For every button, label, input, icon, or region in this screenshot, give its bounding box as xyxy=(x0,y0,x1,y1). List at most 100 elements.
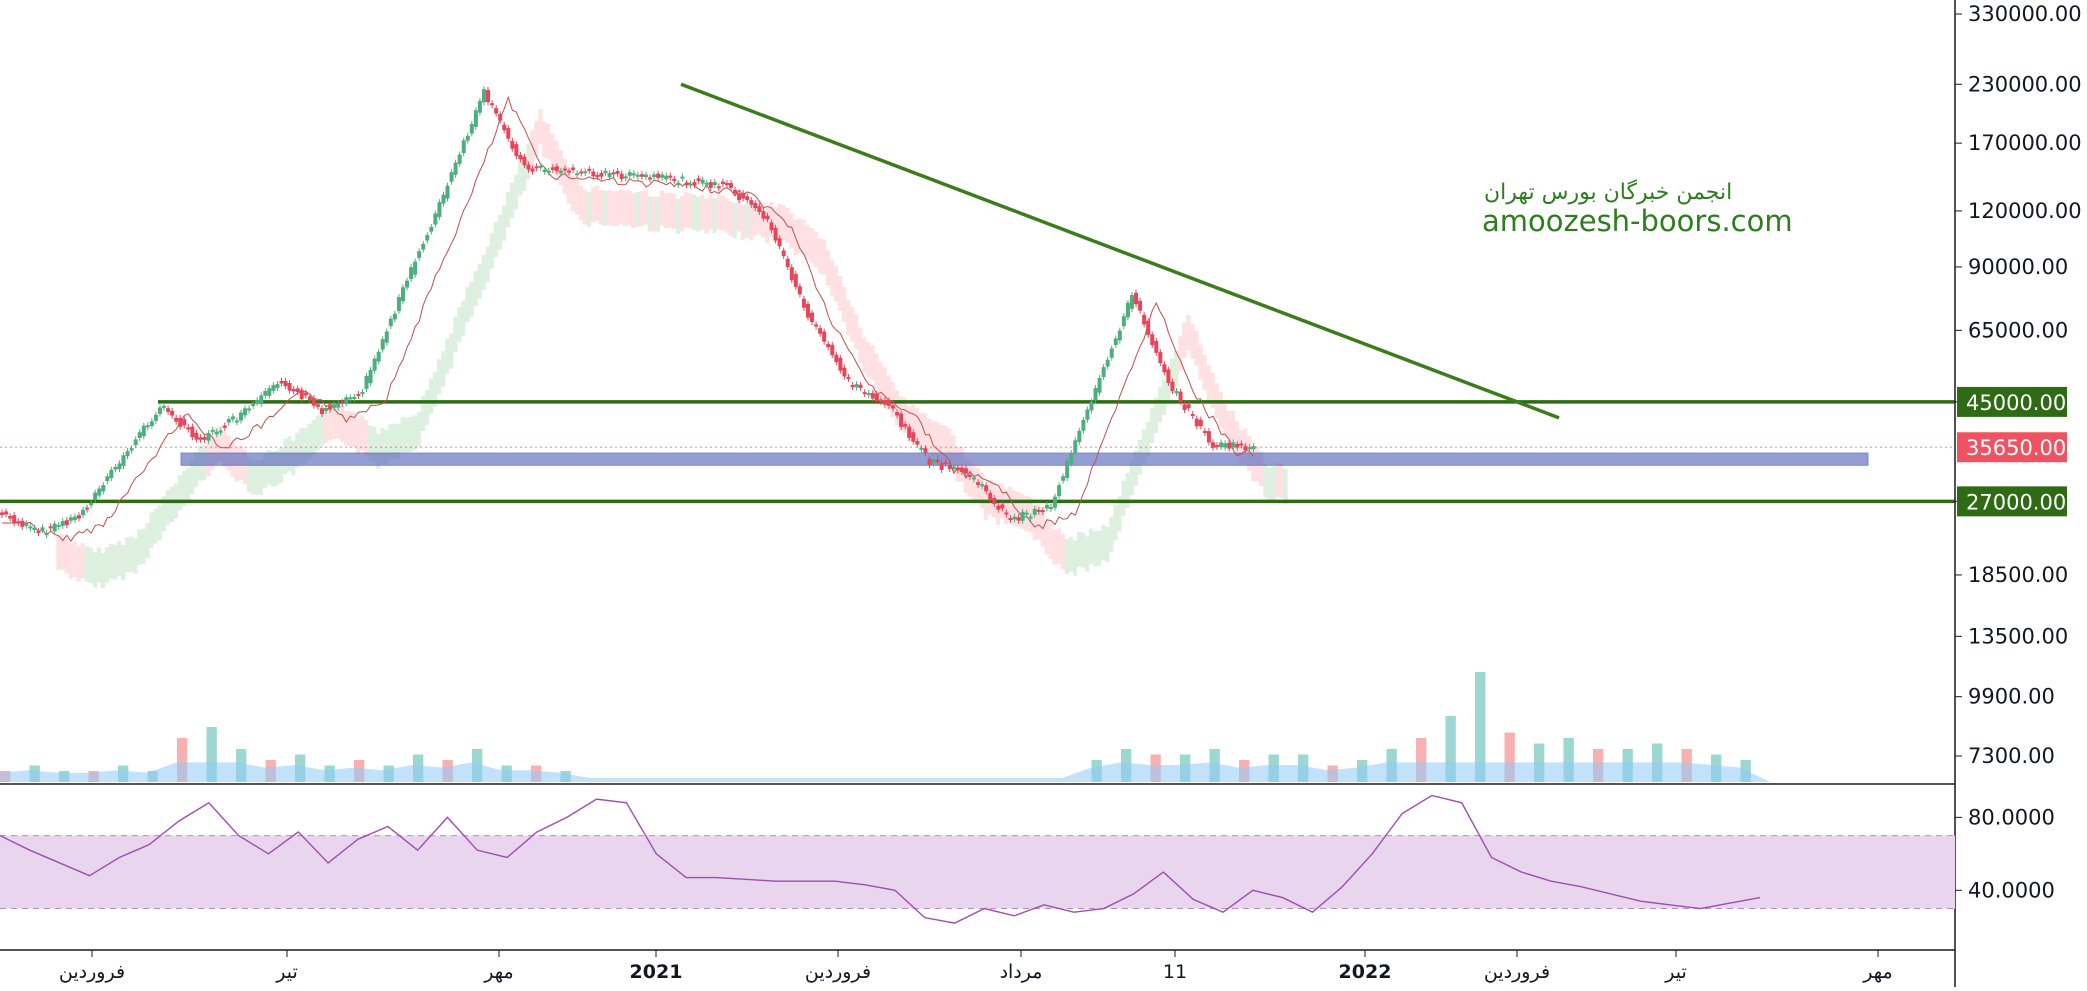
cloud-segment xyxy=(599,189,604,225)
cloud-segment xyxy=(659,190,664,226)
candle-body xyxy=(105,476,110,481)
cloud-segment xyxy=(149,512,154,548)
cloud-segment xyxy=(1064,539,1069,575)
cloud-segment xyxy=(1101,524,1106,560)
cloud-segment xyxy=(825,250,831,286)
candle-body xyxy=(1004,512,1009,515)
candle-body xyxy=(935,459,940,463)
cloud-segment xyxy=(724,197,729,233)
rsi-axis[interactable]: 80.0000 40.0000 xyxy=(1955,805,2055,902)
candle-body xyxy=(36,531,41,534)
candle-body xyxy=(384,331,389,343)
candle-body xyxy=(866,393,871,396)
candle-body xyxy=(182,419,187,426)
time-axis[interactable]: فروردین تیر مهر 2021 فروردین مرداد 11 2022 فرورد… xyxy=(59,950,1893,983)
candle-body xyxy=(214,431,219,435)
time-tick-label: تیر xyxy=(275,961,298,983)
candle-body xyxy=(963,468,968,474)
candle-body xyxy=(198,437,203,440)
cloud-segment xyxy=(643,189,648,225)
volume-ma-area xyxy=(0,762,1770,782)
cloud-segment xyxy=(623,191,628,227)
cloud-segment xyxy=(299,428,304,464)
candle-body xyxy=(1008,518,1013,521)
candle-body xyxy=(1178,391,1183,402)
candle-body xyxy=(1032,508,1037,515)
cloud-segment xyxy=(647,196,652,232)
candle-body xyxy=(895,412,900,416)
candle-body xyxy=(903,424,908,427)
candle-body xyxy=(360,391,365,394)
candle-body xyxy=(627,172,632,176)
cloud-segment xyxy=(943,425,948,461)
cloud-segment xyxy=(1263,462,1268,498)
cloud-segment xyxy=(380,427,385,463)
cloud-segment xyxy=(667,192,673,228)
candle-body xyxy=(554,166,559,172)
cloud-segment xyxy=(453,317,458,353)
candle-body xyxy=(1162,364,1167,373)
candle-body xyxy=(307,396,312,401)
cloud-segment xyxy=(615,190,620,226)
candle-body xyxy=(1142,314,1147,325)
candle-body xyxy=(915,440,920,445)
cloud-segment xyxy=(108,543,114,579)
candle-body xyxy=(1113,338,1118,345)
cloud-segment xyxy=(437,359,442,395)
cloud-segment xyxy=(578,185,583,221)
candle-body xyxy=(1109,348,1114,358)
cloud-segment xyxy=(509,182,515,218)
candle-body xyxy=(1138,300,1143,311)
cloud-segment xyxy=(1275,462,1280,498)
candle-body xyxy=(12,515,17,524)
cloud-segment xyxy=(1076,531,1082,567)
candle-body xyxy=(238,412,243,421)
candle-body xyxy=(1012,516,1017,520)
time-tick-label: مهر xyxy=(483,961,513,983)
cloud-segment xyxy=(445,338,450,374)
cloud-segment xyxy=(821,239,826,275)
candle-body xyxy=(4,511,9,515)
price-tick-label: 230000.00 xyxy=(1968,72,2082,96)
candle-body xyxy=(623,176,628,179)
candle-body xyxy=(437,202,442,217)
cloud-segment xyxy=(157,505,162,541)
time-tick-label: مرداد xyxy=(1000,961,1043,983)
cloud-segment xyxy=(854,314,859,350)
candle-body xyxy=(1024,512,1029,515)
cloud-segment xyxy=(1052,529,1057,565)
cloud-segment xyxy=(1109,516,1114,552)
candle-body xyxy=(907,426,912,438)
cloud-segment xyxy=(680,196,685,232)
cloud-segment xyxy=(923,413,928,449)
cloud-segment xyxy=(376,434,381,470)
cloud-segment xyxy=(80,543,85,579)
cloud-segment xyxy=(360,415,365,451)
candle-body xyxy=(1215,445,1220,448)
price-tick-label: 170000.00 xyxy=(1968,131,2082,155)
candle-body xyxy=(494,108,499,114)
baseline-line-layer xyxy=(2,95,1254,542)
candle-body xyxy=(210,429,215,432)
cloud-segment xyxy=(1012,490,1017,526)
candle-body xyxy=(141,425,146,437)
cloud-segment xyxy=(979,472,984,508)
cloud-segment xyxy=(372,426,377,462)
candle-body xyxy=(287,383,292,391)
candle-body xyxy=(749,200,754,205)
candle-body xyxy=(781,250,786,256)
candle-body xyxy=(765,215,770,220)
candle-body xyxy=(267,388,272,396)
cloud-segment xyxy=(343,410,349,446)
candle-body xyxy=(445,185,450,199)
baseline-line xyxy=(2,95,1254,542)
level-price-label: 27000.00 xyxy=(1966,490,2066,514)
cloud-segment xyxy=(331,404,336,440)
cloud-segment xyxy=(773,207,778,243)
candle-body xyxy=(1134,292,1139,305)
cloud-segment xyxy=(161,496,166,532)
time-tick-label: تیر xyxy=(1664,961,1687,983)
horizontal-levels-layer xyxy=(0,400,1955,504)
candle-body xyxy=(1065,460,1070,478)
cloud-segment xyxy=(323,408,328,444)
